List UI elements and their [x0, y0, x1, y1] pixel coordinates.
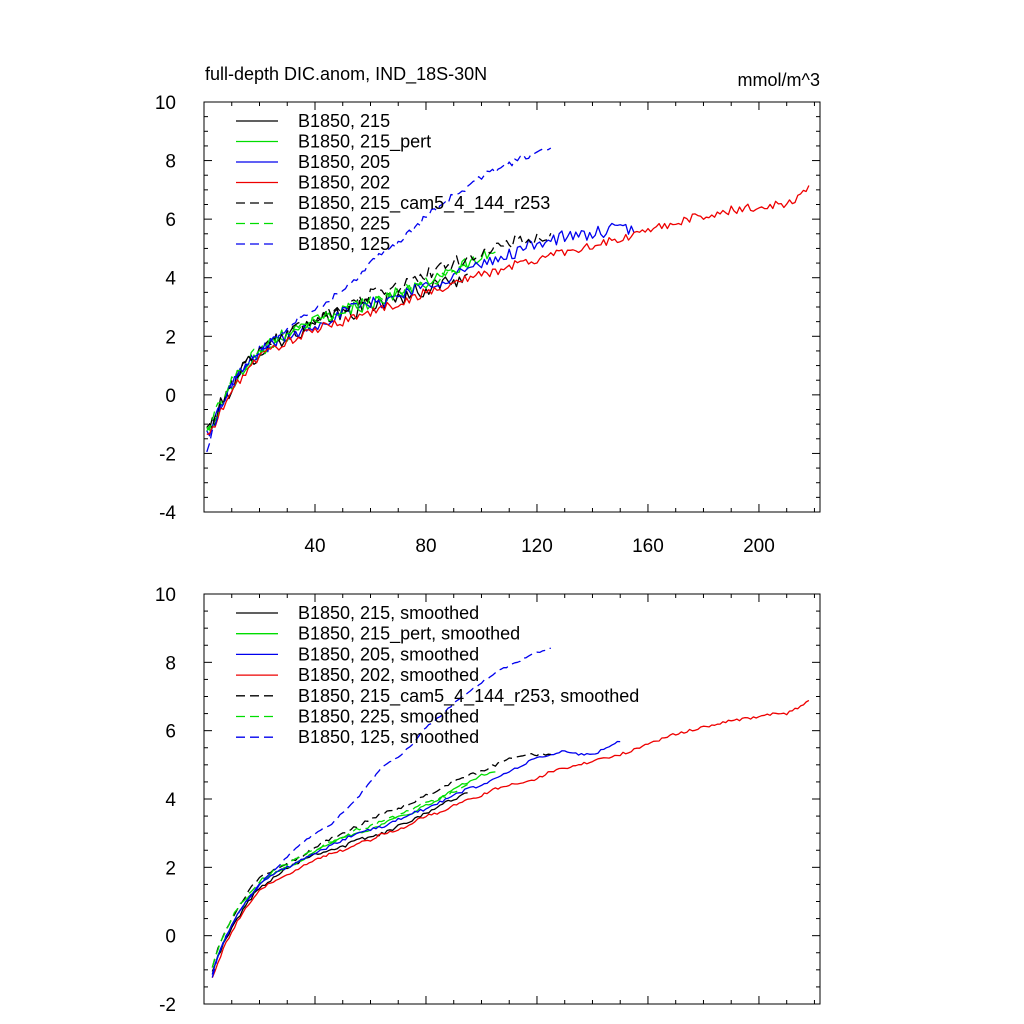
legend-label: B1850, 205, smoothed [298, 644, 479, 664]
legend-label: B1850, 202, smoothed [298, 665, 479, 685]
legend-label: B1850, 215_pert [298, 132, 431, 153]
series-line [206, 233, 552, 429]
y-tick-label: 2 [165, 327, 176, 348]
plot-frame [203, 101, 821, 513]
y-tick-label: -4 [159, 503, 176, 524]
x-tick-label: 40 [304, 536, 325, 557]
legend-label: B1850, 225 [298, 214, 390, 234]
y-tick-label: 8 [165, 653, 176, 674]
series-line [206, 264, 469, 431]
y-tick-label: 0 [165, 927, 176, 948]
legend-label: B1850, 215 [298, 111, 390, 131]
y-tick-label: 4 [165, 790, 176, 811]
x-tick-label: 200 [743, 536, 775, 557]
series-line [206, 185, 810, 435]
series-line [206, 222, 635, 437]
y-tick-label: 8 [165, 152, 176, 173]
series-line [211, 740, 621, 975]
legend-label: B1850, 125, smoothed [298, 727, 479, 747]
y-tick-label: 4 [165, 269, 176, 290]
legend-label: B1850, 215, smoothed [298, 603, 479, 623]
legend-label: B1850, 215_cam5_4_144_r253, smoothed [298, 686, 639, 707]
y-tick-label: 10 [155, 93, 176, 114]
y-tick-label: 10 [155, 585, 176, 606]
x-tick-label: 120 [521, 536, 553, 557]
series-line [211, 647, 551, 978]
units-label: mmol/m^3 [737, 70, 820, 90]
x-tick-label: 160 [632, 536, 664, 557]
legend-label: B1850, 205 [298, 152, 390, 172]
y-tick-label: -2 [159, 995, 176, 1016]
chart-title: full-depth DIC.anom, IND_18S-30N [205, 64, 488, 84]
series-line [211, 752, 551, 968]
legend-label: B1850, 215_pert, smoothed [298, 624, 520, 645]
series-line [211, 699, 810, 979]
series-line [211, 792, 468, 972]
y-tick-label: 6 [165, 210, 176, 231]
legend-label: B1850, 202 [298, 173, 390, 193]
series-line [206, 273, 468, 431]
y-tick-label: 6 [165, 722, 176, 743]
y-tick-label: 0 [165, 386, 176, 407]
legend-label: B1850, 125 [298, 234, 390, 254]
series-line [206, 147, 552, 453]
legend-label: B1850, 225, smoothed [298, 707, 479, 727]
y-tick-label: 2 [165, 858, 176, 879]
plot-frame [203, 593, 821, 1005]
legend-label: B1850, 215_cam5_4_144_r253 [298, 193, 550, 214]
x-tick-label: 80 [415, 536, 436, 557]
y-tick-label: -2 [159, 444, 176, 465]
series-line [211, 783, 468, 968]
